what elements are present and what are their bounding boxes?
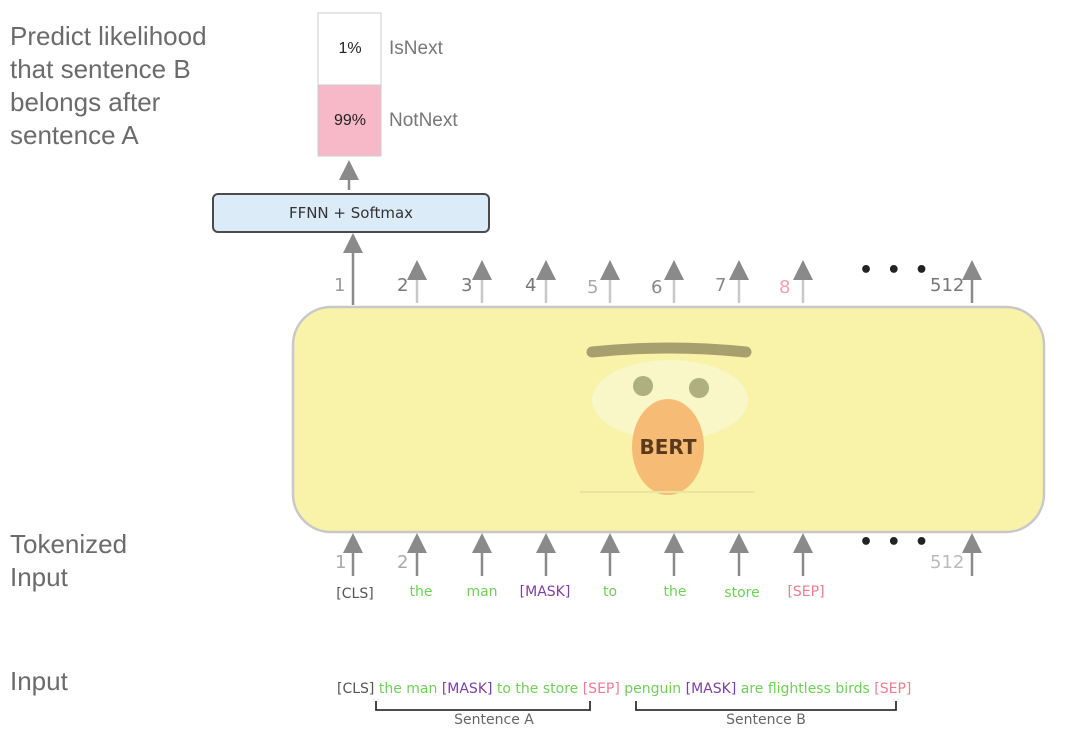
out-pos-512: 512 (930, 275, 965, 296)
input-cls: [CLS] (337, 681, 375, 697)
notnext-cell (317, 84, 382, 157)
isnext-percent: 1% (338, 40, 362, 57)
token-6: the (663, 584, 687, 600)
token-3: man (466, 584, 498, 600)
token-4: [MASK] (519, 584, 571, 600)
ffnn-softmax-box: FFNN + Softmax (212, 193, 490, 233)
input-sequence: [CLS] the man [MASK] to the store [SEP] … (337, 681, 911, 697)
input-sep-b: [SEP] (874, 681, 912, 697)
out-pos-7: 7 (715, 275, 727, 296)
input-sep-a: [SEP] (582, 681, 620, 697)
input-mask-b: [MASK] (685, 681, 737, 697)
in-ellipsis: • • • (859, 530, 932, 555)
notnext-percent: 99% (333, 112, 367, 129)
in-pos-2: 2 (397, 552, 409, 573)
input-to-the-store: to the store (496, 681, 579, 697)
in-pos-1: 1 (335, 552, 347, 573)
out-pos-5: 5 (587, 277, 599, 298)
out-pos-8: 8 (779, 277, 791, 298)
out-pos-2: 2 (397, 275, 409, 296)
input-penguin: penguin (624, 681, 682, 697)
token-1: [CLS] (336, 586, 374, 602)
input-the-man: the man (378, 681, 438, 697)
isnext-cell (317, 12, 382, 86)
out-pos-3: 3 (461, 275, 473, 296)
bert-label: BERT (639, 435, 697, 459)
token-8: [SEP] (787, 584, 825, 600)
token-2: the (409, 584, 433, 600)
notnext-label: NotNext (389, 110, 458, 131)
sentence-a-bracket (375, 701, 591, 711)
sentence-b-bracket (635, 701, 897, 711)
input-mask-a: [MASK] (441, 681, 493, 697)
sentence-b-label: Sentence B (726, 712, 806, 728)
tokenized-input-label: Tokenized Input (10, 529, 128, 592)
out-pos-6: 6 (651, 277, 663, 298)
out-ellipsis: • • • (859, 258, 932, 283)
bert-face (580, 342, 755, 495)
out-pos-1: 1 (334, 275, 346, 296)
input-arrows (343, 533, 982, 576)
predict-label: Predict likelihood that sentence B belon… (10, 21, 207, 150)
input-label: Input (10, 666, 68, 696)
sentence-a-label: Sentence A (454, 712, 534, 728)
isnext-label: IsNext (389, 38, 443, 59)
token-7: store (724, 585, 760, 601)
input-are-flightless-birds: are flightless birds (740, 681, 870, 697)
token-5: to (602, 584, 618, 600)
out-pos-4: 4 (525, 275, 537, 296)
in-pos-512: 512 (930, 552, 965, 573)
output-arrows (407, 260, 813, 303)
